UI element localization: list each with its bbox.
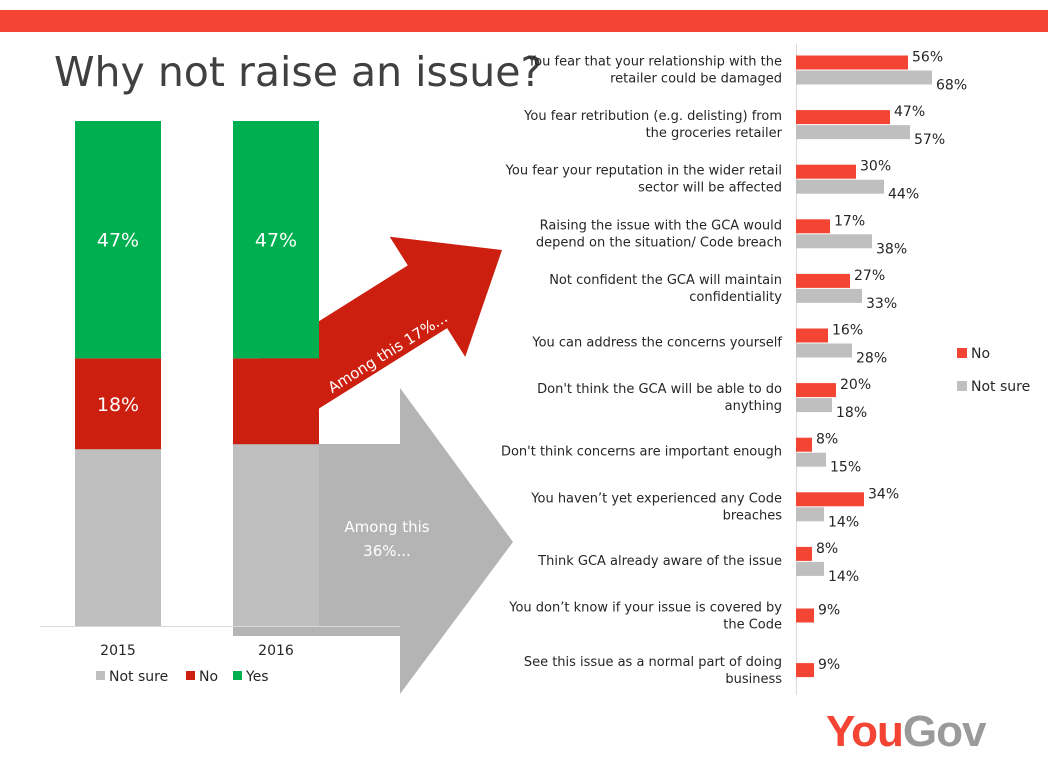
bar-no-12 bbox=[796, 663, 814, 678]
category-label-9-line-2: breaches bbox=[723, 508, 783, 523]
data-label-not-sure-4: 38% bbox=[876, 241, 907, 257]
data-label-no-12: 9% bbox=[818, 657, 840, 673]
category-label-11-line-2: the Code bbox=[723, 618, 782, 633]
category-label-3-line-1: You fear your reputation in the wider re… bbox=[505, 164, 782, 179]
bar-no-2 bbox=[796, 110, 890, 125]
bar-no-10 bbox=[796, 546, 812, 561]
bar-not-sure-1 bbox=[796, 70, 932, 85]
bar-not-sure-3 bbox=[796, 179, 884, 194]
category-label-5-line-1: Not confident the GCA will maintain bbox=[549, 273, 782, 288]
bar-not-sure-8 bbox=[796, 452, 826, 467]
logo-gov: Gov bbox=[902, 707, 987, 756]
data-label-no-1: 56% bbox=[912, 50, 943, 66]
data-label-not-sure-7: 18% bbox=[836, 405, 867, 421]
data-label-no-9: 34% bbox=[868, 486, 899, 502]
category-label-10-line-1: Think GCA already aware of the issue bbox=[537, 554, 782, 569]
data-label-not-sure-3: 44% bbox=[888, 187, 919, 203]
data-label-no-7: 20% bbox=[840, 377, 871, 393]
bar-no-7 bbox=[796, 383, 836, 398]
data-label-no-8: 8% bbox=[816, 432, 838, 448]
category-label-9-line-1: You haven’t yet experienced any Code bbox=[530, 491, 782, 506]
yougov-logo: YouGov bbox=[826, 707, 987, 757]
legend-swatch-not-sure bbox=[957, 381, 967, 391]
grey-arrow-label-line-2: 36%... bbox=[363, 542, 411, 560]
x-tick-label-2015: 2015 bbox=[100, 643, 136, 659]
data-label-no-3: 30% bbox=[860, 159, 891, 175]
legend-label-no: No bbox=[971, 346, 990, 362]
legend-label-yes: Yes bbox=[245, 669, 269, 685]
bar-no-3 bbox=[796, 164, 856, 179]
bar-not-sure-2 bbox=[796, 125, 910, 140]
legend-label-no: No bbox=[199, 669, 218, 685]
bar-no-1 bbox=[796, 55, 908, 70]
category-label-1-line-2: retailer could be damaged bbox=[610, 72, 782, 87]
grey-arrow-label-line-1: Among this bbox=[344, 518, 429, 536]
data-label-not-sure-5: 33% bbox=[866, 296, 897, 312]
category-label-6-line-1: You can address the concerns yourself bbox=[531, 336, 782, 351]
data-label-no-4: 17% bbox=[834, 213, 865, 229]
stacked-bar-2015-no bbox=[75, 358, 161, 450]
legend-swatch-no bbox=[186, 671, 195, 680]
top-accent-bar bbox=[0, 10, 1048, 32]
category-label-1-line-1: You fear that your relationship with the bbox=[527, 55, 782, 70]
bar-not-sure-9 bbox=[796, 507, 824, 522]
data-label-not-sure-10: 14% bbox=[828, 569, 859, 585]
data-label-no-2: 47% bbox=[894, 104, 925, 120]
category-label-2-line-1: You fear retribution (e.g. delisting) fr… bbox=[523, 109, 782, 124]
bar-not-sure-5 bbox=[796, 288, 862, 303]
stacked-bar-2016-not-sure bbox=[233, 444, 319, 626]
page-title: Why not raise an issue? bbox=[54, 48, 543, 96]
segment-label-2015-yes: 47% bbox=[97, 230, 139, 252]
bar-not-sure-7 bbox=[796, 398, 832, 413]
category-label-12-line-1: See this issue as a normal part of doing bbox=[524, 655, 782, 670]
stacked-bar-2016-yes bbox=[233, 121, 319, 359]
bar-no-8 bbox=[796, 437, 812, 452]
legend-swatch-not-sure bbox=[96, 671, 105, 680]
stacked-bar-2016-no bbox=[233, 358, 319, 445]
segment-label-2016-yes: 47% bbox=[255, 230, 297, 252]
bar-no-9 bbox=[796, 492, 864, 507]
x-tick-label-2016: 2016 bbox=[258, 643, 294, 659]
category-label-4-line-2: depend on the situation/ Code breach bbox=[536, 235, 782, 250]
data-label-no-6: 16% bbox=[832, 323, 863, 339]
data-label-not-sure-1: 68% bbox=[936, 78, 967, 94]
data-label-no-5: 27% bbox=[854, 268, 885, 284]
category-label-11-line-1: You don’t know if your issue is covered … bbox=[508, 601, 782, 616]
bar-no-4 bbox=[796, 219, 830, 234]
category-label-2-line-2: the groceries retailer bbox=[646, 126, 783, 141]
legend-label-not-sure: Not sure bbox=[109, 669, 168, 685]
category-label-4-line-1: Raising the issue with the GCA would bbox=[540, 218, 782, 233]
data-label-not-sure-6: 28% bbox=[856, 351, 887, 367]
bar-no-11 bbox=[796, 608, 814, 623]
bar-no-6 bbox=[796, 328, 828, 343]
data-label-not-sure-2: 57% bbox=[914, 132, 945, 148]
category-label-7-line-1: Don't think the GCA will be able to do bbox=[537, 382, 782, 397]
legend-swatch-yes bbox=[233, 671, 242, 680]
legend-label-not-sure: Not sure bbox=[971, 379, 1030, 395]
horizontal-bar-chart: You fear that your relationship with the… bbox=[501, 44, 1030, 695]
stacked-bar-chart: 18% 47% 2015 47% 2016 Not sure No Yes bbox=[40, 121, 400, 685]
bar-not-sure-10 bbox=[796, 561, 824, 576]
bar-not-sure-4 bbox=[796, 234, 872, 249]
data-label-not-sure-9: 14% bbox=[828, 514, 859, 530]
category-label-7-line-2: anything bbox=[725, 399, 782, 414]
bar-no-5 bbox=[796, 273, 850, 288]
logo-you: You bbox=[826, 707, 904, 756]
data-label-no-11: 9% bbox=[818, 603, 840, 619]
category-label-3-line-2: sector will be affected bbox=[638, 181, 782, 196]
data-label-no-10: 8% bbox=[816, 541, 838, 557]
segment-label-2015-no: 18% bbox=[97, 394, 139, 416]
bar-not-sure-6 bbox=[796, 343, 852, 358]
stacked-bar-2015-yes bbox=[75, 121, 161, 359]
legend-swatch-no bbox=[957, 348, 967, 358]
data-label-not-sure-8: 15% bbox=[830, 460, 861, 476]
stacked-bar-2015-not-sure bbox=[75, 449, 161, 626]
category-label-5-line-2: confidentiality bbox=[689, 290, 782, 305]
category-label-12-line-2: business bbox=[725, 672, 782, 687]
category-label-8-line-1: Don't think concerns are important enoug… bbox=[501, 445, 782, 460]
